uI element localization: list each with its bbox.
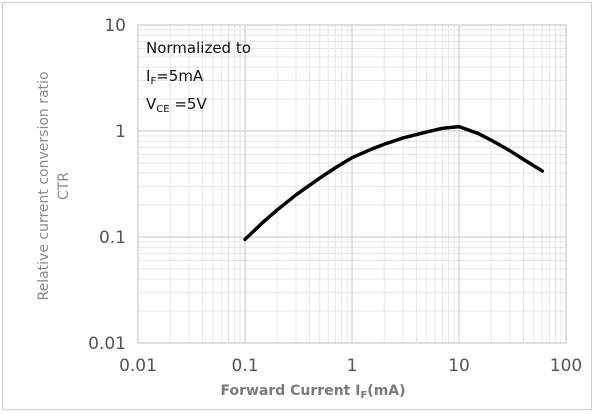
annotation-if: IF=5mA: [146, 67, 204, 87]
x-tick-labels: 0.01 0.1 1 10 100: [119, 356, 582, 376]
ctr-series-line: [243, 124, 545, 242]
y-axis-title: Relative current conversion ratio: [36, 71, 52, 300]
y-tick-label: 10: [104, 16, 126, 36]
x-tick-label: 0.1: [231, 356, 258, 376]
plot-area-border: [137, 24, 567, 344]
series-layer: [243, 124, 545, 242]
y-tick-label: 0.1: [99, 228, 126, 248]
x-tick-label: 10: [448, 356, 470, 376]
chart-frame: 0.01 0.1 1 10 100 10 1 0.1 0.01 Forward Current…: [2, 2, 592, 410]
x-axis-title: Forward Current IF(mA): [220, 383, 405, 401]
x-tick-label: 0.01: [119, 356, 157, 376]
ctr-chart: 0.01 0.1 1 10 100 10 1 0.1 0.01 Forward Current…: [36, 16, 582, 401]
x-tick-label: 1: [347, 356, 358, 376]
x-tick-label: 100: [550, 356, 582, 376]
annotation-normalized: Normalized to: [146, 39, 251, 57]
y-tick-label: 0.01: [88, 334, 126, 354]
y-axis-title-ctr: CTR: [56, 172, 72, 200]
y-tick-labels: 10 1 0.1 0.01: [88, 16, 126, 354]
y-tick-label: 1: [115, 122, 126, 142]
annotation-vce: VCE =5V: [146, 95, 207, 115]
